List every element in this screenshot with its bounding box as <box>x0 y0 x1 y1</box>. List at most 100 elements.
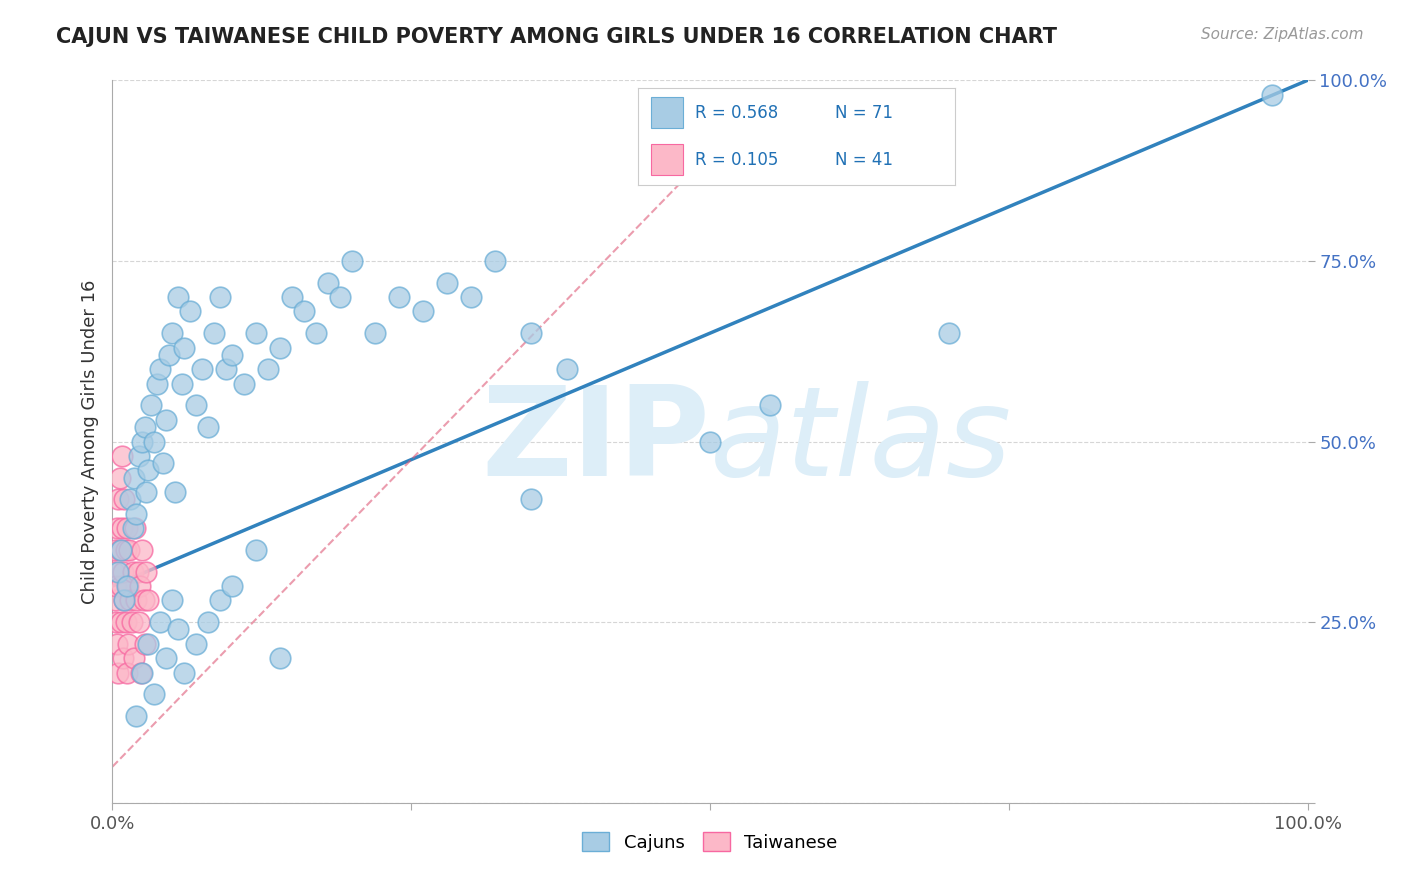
Point <box>186 398 208 412</box>
Point <box>107 665 129 680</box>
Point <box>129 579 152 593</box>
Point <box>129 665 152 680</box>
Point <box>115 579 138 593</box>
Point <box>245 542 267 557</box>
Point <box>412 304 434 318</box>
Text: atlas: atlas <box>710 381 1012 502</box>
Point <box>107 565 129 579</box>
Legend: Cajuns, Taiwanese: Cajuns, Taiwanese <box>575 825 845 859</box>
Point <box>121 565 143 579</box>
Point <box>167 290 190 304</box>
Point <box>110 615 132 630</box>
Point <box>143 687 166 701</box>
Point <box>122 470 145 484</box>
Point <box>173 341 195 355</box>
Point <box>221 348 243 362</box>
Point <box>173 665 195 680</box>
Point <box>145 376 167 391</box>
Point <box>122 651 145 665</box>
Point <box>555 362 578 376</box>
Text: Source: ZipAtlas.com: Source: ZipAtlas.com <box>1201 27 1364 42</box>
Point <box>114 492 135 507</box>
Point <box>167 623 190 637</box>
Point <box>281 290 304 304</box>
Point <box>484 253 506 268</box>
Point <box>155 651 177 665</box>
Y-axis label: Child Poverty Among Girls Under 16: Child Poverty Among Girls Under 16 <box>80 279 98 604</box>
Point <box>108 470 131 484</box>
Point <box>108 542 131 557</box>
Point <box>388 290 411 304</box>
Point <box>364 326 387 340</box>
Text: ZIP: ZIP <box>481 381 710 502</box>
Point <box>292 304 315 318</box>
Point <box>125 507 148 521</box>
Point <box>186 637 208 651</box>
Point <box>105 615 128 630</box>
Point <box>135 485 157 500</box>
Point <box>125 593 148 607</box>
Point <box>197 615 219 630</box>
Point <box>269 341 291 355</box>
Point <box>135 565 157 579</box>
Point <box>157 348 180 362</box>
Point <box>163 485 186 500</box>
Point <box>162 326 183 340</box>
Point <box>107 492 129 507</box>
Point <box>131 434 153 449</box>
Point <box>202 326 225 340</box>
Point <box>162 593 183 607</box>
Point <box>111 449 134 463</box>
Point <box>105 521 128 535</box>
Point <box>125 709 148 723</box>
Point <box>128 449 150 463</box>
Point <box>520 492 543 507</box>
Point <box>131 665 153 680</box>
Point <box>138 637 160 651</box>
Point <box>305 326 328 340</box>
Point <box>179 304 201 318</box>
Point <box>134 637 156 651</box>
Point <box>115 521 138 535</box>
Point <box>155 413 177 427</box>
Point <box>114 615 136 630</box>
Point <box>209 593 232 607</box>
Point <box>209 290 232 304</box>
Point <box>257 362 280 376</box>
Point <box>111 521 134 535</box>
Point <box>149 362 172 376</box>
Point <box>520 326 543 340</box>
Point <box>118 542 141 557</box>
Point <box>134 420 156 434</box>
Point <box>699 434 721 449</box>
Point <box>117 579 139 593</box>
Point <box>121 521 143 535</box>
Point <box>124 521 146 535</box>
Point <box>120 492 142 507</box>
Point <box>117 637 139 651</box>
Point <box>139 398 162 412</box>
Point <box>104 593 127 607</box>
Point <box>121 615 143 630</box>
Point <box>132 593 155 607</box>
Point <box>460 290 482 304</box>
Point <box>112 565 135 579</box>
Point <box>197 420 219 434</box>
Point <box>114 542 136 557</box>
Point <box>127 565 149 579</box>
Point <box>221 579 243 593</box>
Point <box>105 579 128 593</box>
Point <box>114 593 135 607</box>
Point <box>340 253 363 268</box>
Point <box>215 362 238 376</box>
Point <box>149 615 172 630</box>
Point <box>143 434 166 449</box>
Point <box>436 276 458 290</box>
Point <box>105 637 128 651</box>
Point <box>170 376 193 391</box>
Point <box>316 276 339 290</box>
Point <box>112 651 135 665</box>
Point <box>1261 87 1284 102</box>
Point <box>110 579 132 593</box>
Point <box>131 542 153 557</box>
